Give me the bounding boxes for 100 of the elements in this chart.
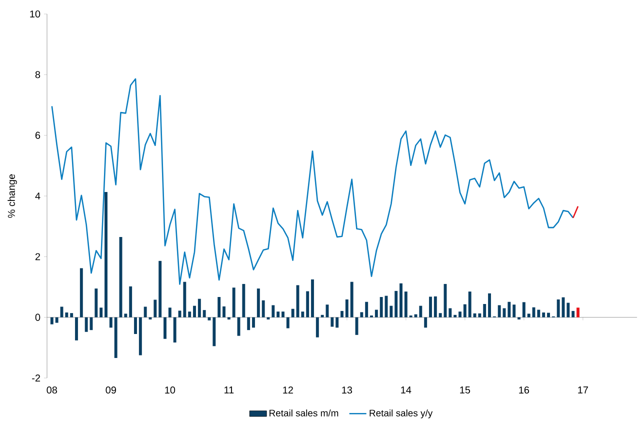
bar	[394, 290, 398, 318]
bar	[454, 314, 457, 318]
bar	[75, 317, 78, 340]
x-tick-label: 16	[519, 386, 530, 394]
y-tick-label: 10	[30, 10, 40, 18]
bar	[311, 279, 314, 318]
bar	[340, 310, 344, 318]
bar	[134, 317, 137, 334]
bar	[448, 308, 452, 318]
x-tick-label: 10	[165, 386, 176, 394]
y-tick-label: -2	[32, 374, 40, 382]
bar	[488, 293, 491, 318]
bar	[547, 312, 550, 318]
x-tick-label: 08	[46, 386, 58, 394]
bar	[154, 300, 157, 318]
bar	[463, 304, 466, 318]
bar	[400, 283, 402, 318]
bar	[320, 314, 324, 318]
bar	[512, 304, 516, 318]
bar	[144, 306, 147, 318]
bar	[508, 302, 511, 318]
bar	[498, 305, 501, 318]
x-tick-label: 14	[401, 386, 412, 394]
bar	[202, 310, 206, 318]
bar	[262, 300, 265, 318]
bar	[65, 312, 68, 318]
bar	[572, 310, 575, 318]
y-tick-label: 6	[35, 132, 40, 139]
line-series	[51, 78, 574, 285]
bar	[556, 299, 560, 318]
bar	[419, 306, 422, 318]
bar	[301, 312, 304, 318]
y-tick-label: 2	[35, 253, 40, 260]
bar	[404, 292, 408, 318]
bar	[282, 312, 284, 318]
bar	[109, 317, 112, 328]
bar	[104, 192, 108, 318]
bar	[158, 260, 162, 318]
bar	[218, 297, 221, 318]
bar	[527, 314, 530, 318]
bar	[124, 314, 128, 318]
y-tick-label: 8	[35, 71, 40, 78]
legend-label: Retail sales m/m	[270, 409, 338, 416]
bar	[380, 297, 383, 318]
bar	[222, 306, 226, 318]
bar	[114, 317, 118, 358]
y-tick-label: 0	[35, 314, 40, 321]
x-tick-label: 09	[106, 386, 116, 394]
bar	[183, 282, 186, 318]
bar	[80, 268, 83, 318]
bar	[306, 291, 310, 318]
y-axis-title: % change	[8, 174, 17, 218]
bar	[272, 305, 275, 318]
bar	[350, 282, 354, 318]
y-tick-label: 4	[35, 192, 40, 200]
bar	[424, 317, 428, 328]
bar	[193, 306, 196, 318]
x-tick-label: 11	[224, 386, 234, 394]
bar	[434, 296, 437, 318]
bar	[70, 313, 74, 318]
bar	[542, 312, 546, 318]
bar	[360, 312, 364, 318]
bar	[247, 317, 250, 330]
bar	[138, 317, 142, 356]
bar	[438, 313, 442, 318]
legend-label: Retail sales y/y	[370, 409, 433, 418]
bar	[50, 317, 54, 324]
bar	[173, 317, 176, 343]
bar	[100, 308, 103, 318]
bar	[345, 299, 348, 318]
bar	[316, 317, 319, 338]
bar	[198, 298, 201, 318]
bar	[576, 308, 580, 318]
bar	[84, 317, 88, 332]
x-tick-label: 13	[342, 386, 352, 394]
bar	[390, 306, 393, 318]
bar	[483, 304, 486, 318]
bar	[330, 317, 334, 327]
bar	[212, 317, 216, 346]
bar	[168, 308, 172, 318]
bar	[286, 317, 290, 328]
bar	[276, 312, 280, 318]
bar	[522, 302, 526, 318]
bar	[537, 310, 540, 318]
x-tick-label: 17	[578, 386, 588, 394]
bar	[374, 310, 378, 318]
bar	[458, 312, 462, 318]
bar	[252, 317, 255, 328]
x-tick-label: 12	[283, 386, 293, 394]
bar	[188, 312, 192, 318]
bar	[232, 288, 236, 318]
bar	[242, 284, 246, 318]
bar	[256, 288, 260, 318]
bar	[566, 302, 570, 318]
bar	[291, 308, 294, 318]
bar	[468, 292, 472, 318]
bar	[55, 317, 58, 323]
bar	[429, 296, 432, 318]
bar	[365, 302, 368, 318]
bar	[164, 317, 166, 339]
